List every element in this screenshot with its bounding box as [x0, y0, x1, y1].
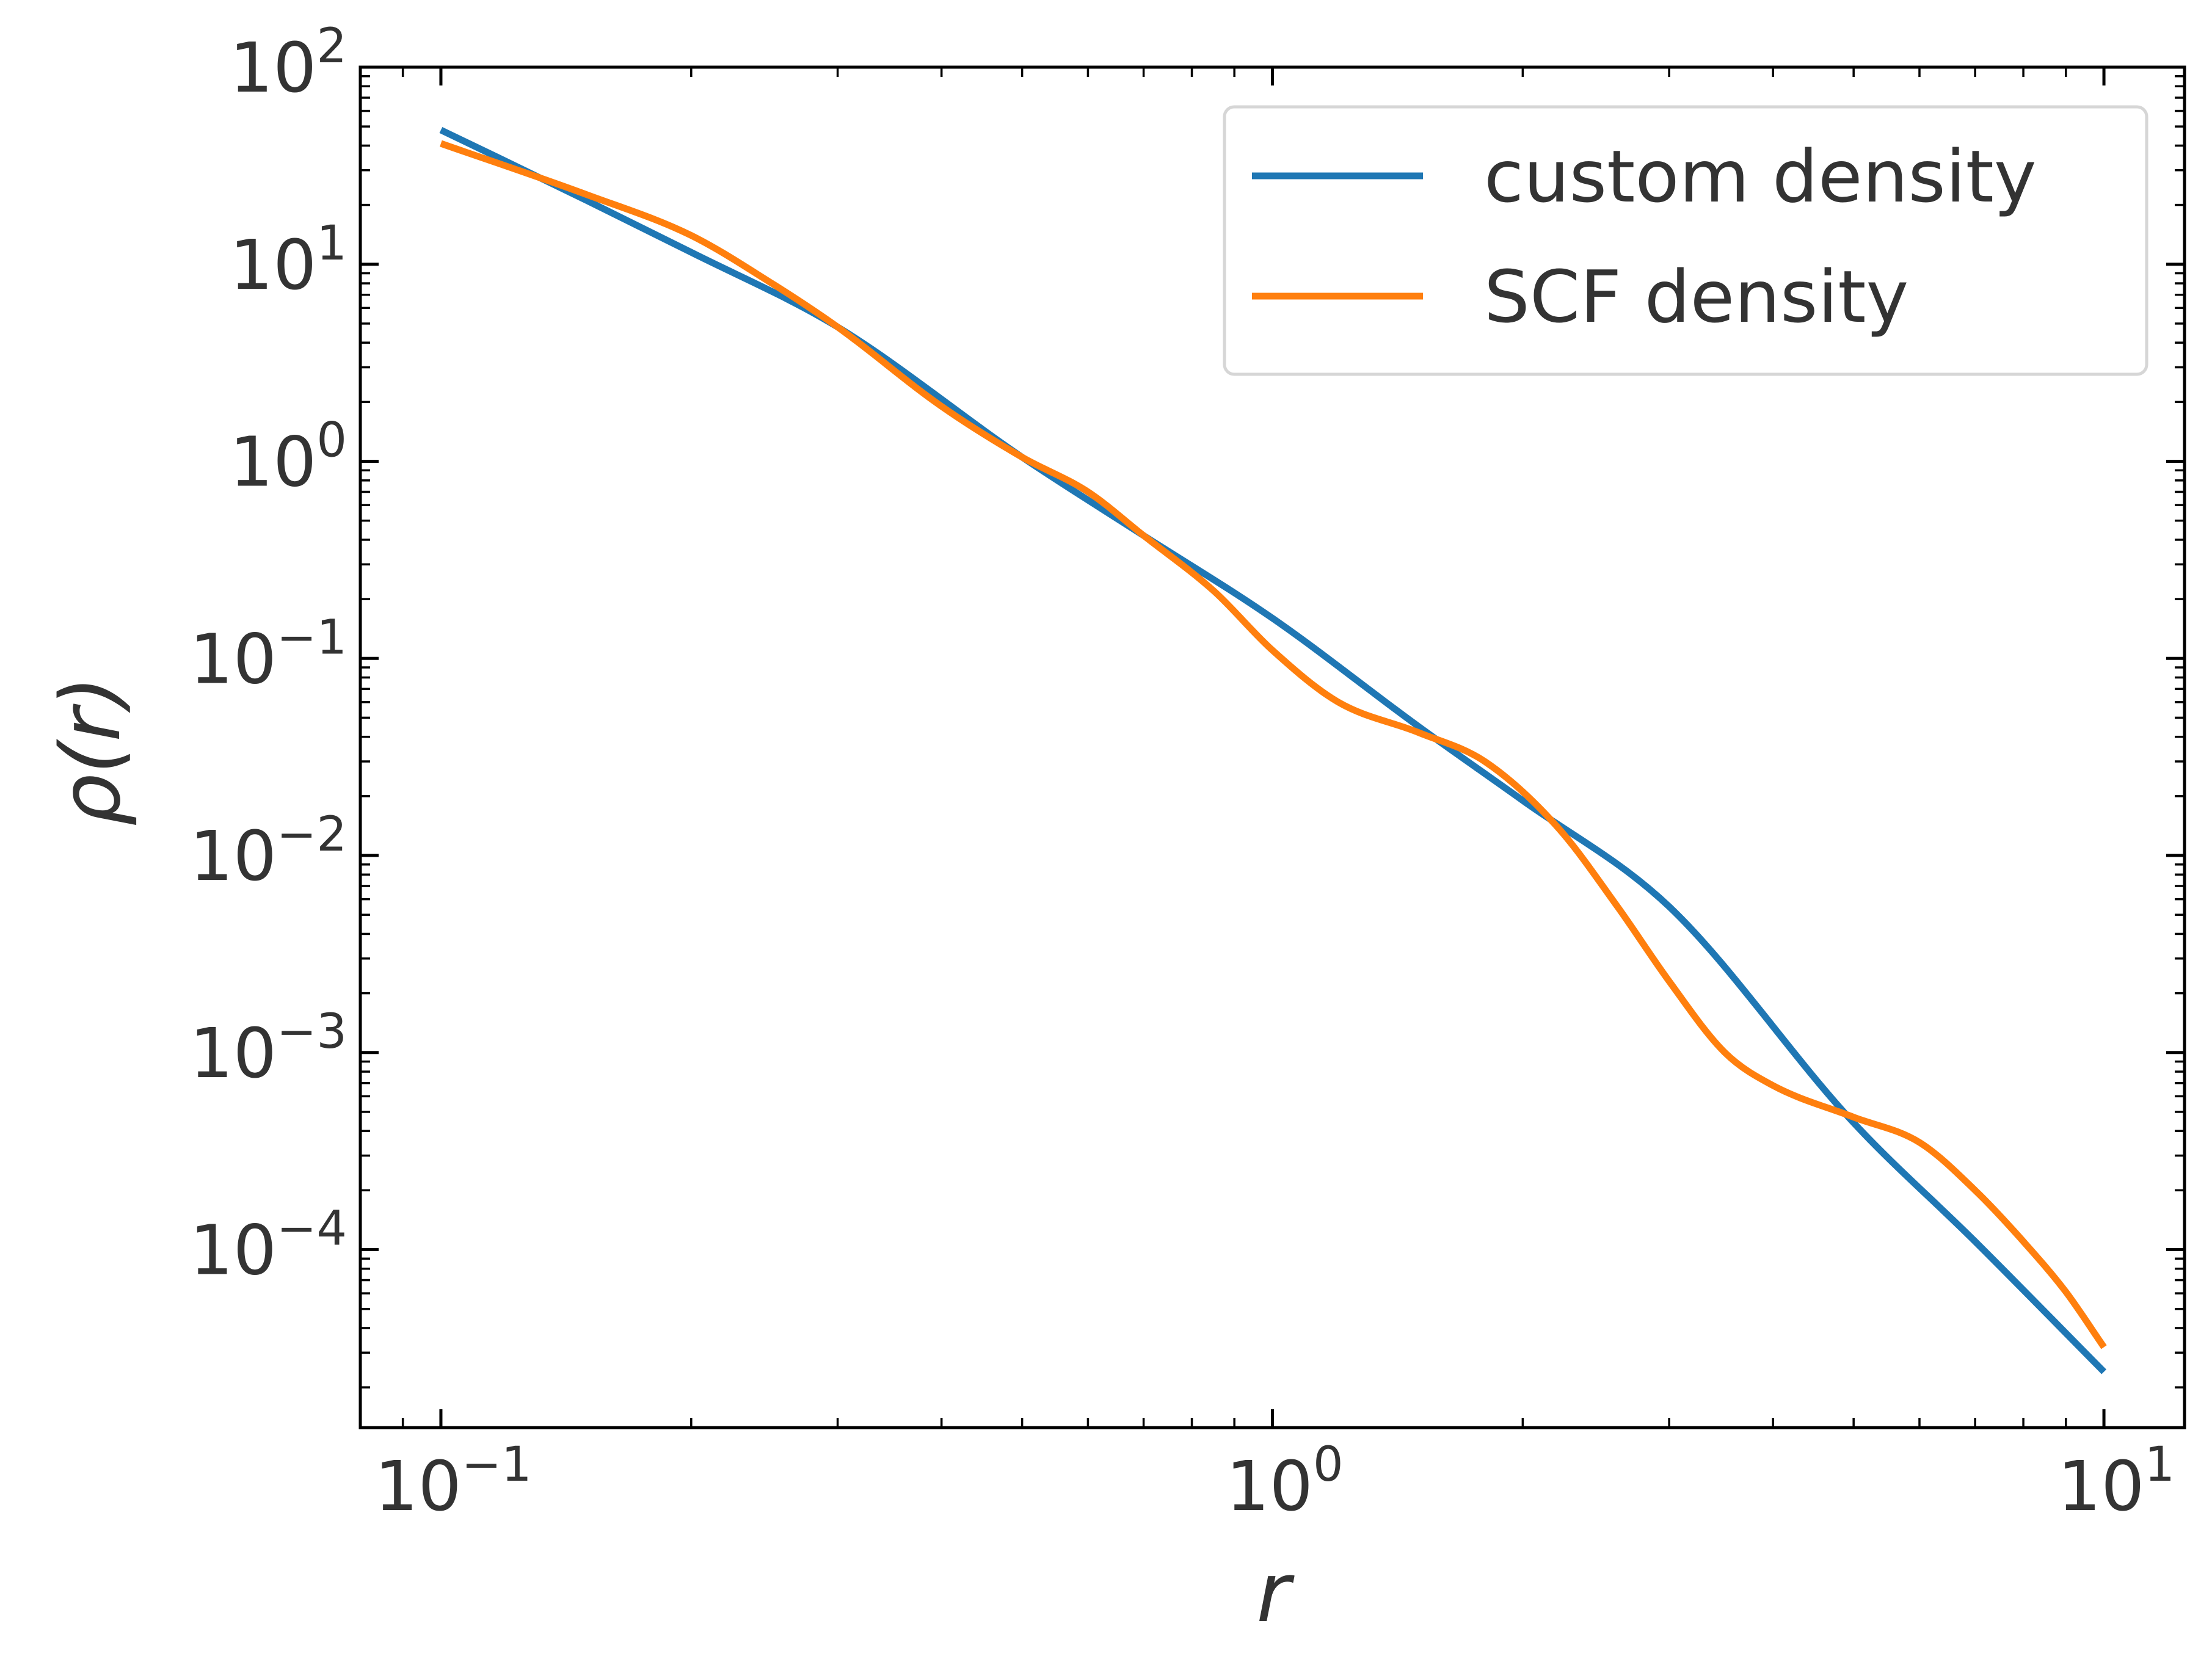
series-line-custom-density	[439, 126, 2107, 1374]
y-tick-label: 101	[230, 216, 347, 305]
y-tick-label: 10−4	[190, 1202, 347, 1291]
x-tick-label: 100	[1226, 1437, 1343, 1527]
ticks-layer	[359, 65, 2185, 1428]
series-layer	[439, 126, 2107, 1374]
y-tick-label: 10−3	[190, 1004, 347, 1094]
y-tick-label: 102	[230, 19, 347, 108]
x-tick-label: 10−1	[374, 1437, 532, 1527]
legend-box	[1223, 105, 2148, 376]
legend-label-custom-density: custom density	[1484, 134, 2037, 219]
legend: custom density SCF density	[1223, 105, 2148, 376]
y-tick-label: 10−1	[190, 610, 347, 699]
labels-layer: 10−1 100 101 102 101 100 10−1 10−2 10−3 10−4	[190, 19, 2175, 1527]
series-line-scf-density	[440, 140, 2107, 1349]
y-tick-label: 10−2	[190, 807, 347, 896]
plot-frame	[358, 65, 2186, 1429]
legend-label-scf-density: SCF density	[1484, 255, 1908, 339]
y-axis-label: ρ(r)	[43, 676, 139, 827]
y-tick-label: 100	[230, 413, 347, 503]
x-tick-label: 101	[2057, 1437, 2175, 1527]
x-axis-label: r	[1256, 1545, 1295, 1641]
